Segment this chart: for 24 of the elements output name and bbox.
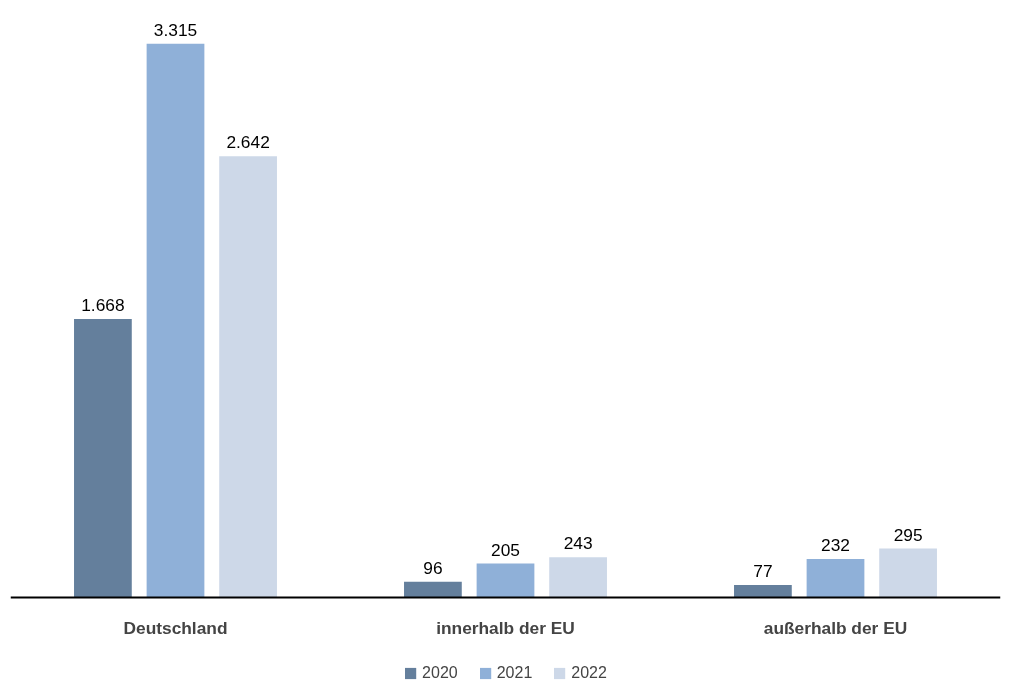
bar	[74, 319, 132, 598]
bar	[476, 563, 535, 598]
bar	[146, 43, 205, 598]
data-label: 243	[563, 533, 593, 554]
data-label: 77	[753, 560, 773, 581]
bar	[879, 548, 937, 598]
legend-label: 2021	[496, 664, 533, 682]
legend-label: 2022	[571, 664, 607, 682]
bar	[219, 156, 277, 598]
x-tick-label: innerhalb der EU	[436, 617, 575, 638]
legend-label: 2020	[422, 664, 458, 682]
bar	[806, 559, 865, 598]
bar	[734, 584, 792, 598]
x-tick-label: außerhalb der EU	[763, 617, 908, 638]
data-label: 3.315	[153, 19, 198, 40]
data-label: 205	[491, 539, 520, 560]
data-label: 1.668	[81, 295, 125, 316]
data-label: 96	[423, 557, 443, 578]
x-tick-label: Deutschland	[123, 617, 228, 638]
data-label: 2.642	[226, 132, 270, 153]
data-label: 232	[821, 535, 850, 556]
bar	[404, 581, 462, 598]
bar	[549, 557, 607, 598]
data-label: 295	[893, 524, 923, 545]
